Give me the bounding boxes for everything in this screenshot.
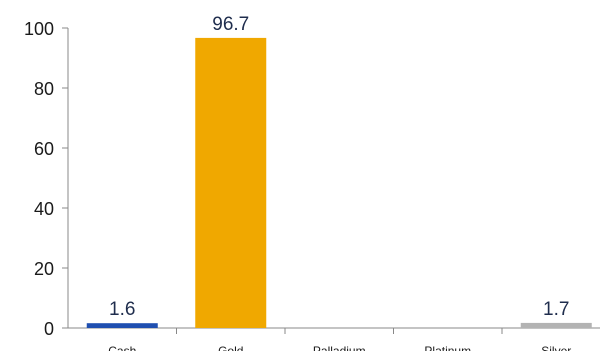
y-tick-label: 100 [24, 19, 54, 39]
data-label-gold: 96.7 [212, 14, 249, 35]
bars [86, 37, 592, 329]
category-label-platinum: Platinum [424, 344, 471, 351]
bar-cash [86, 323, 158, 328]
x-axis-ticks [176, 328, 503, 334]
y-tick-label: 80 [34, 79, 54, 99]
category-label-silver: Silver [541, 344, 571, 351]
y-tick-label: 60 [34, 139, 54, 159]
y-axis-ticks: 0 20 40 60 80 100 [24, 19, 68, 339]
bar-silver [520, 322, 592, 328]
y-tick-label: 20 [34, 259, 54, 279]
y-tick-label: 40 [34, 199, 54, 219]
category-labels: Cash Gold Palladium Platinum Silver [108, 344, 571, 351]
data-labels: 1.6 96.7 1.7 [109, 14, 569, 320]
data-label-cash: 1.6 [109, 299, 135, 320]
category-label-cash: Cash [108, 344, 136, 351]
category-label-gold: Gold [218, 344, 243, 351]
category-label-palladium: Palladium [313, 344, 366, 351]
data-label-silver: 1.7 [543, 299, 569, 320]
y-tick-label: 0 [44, 319, 54, 339]
bar-gold [195, 37, 267, 329]
